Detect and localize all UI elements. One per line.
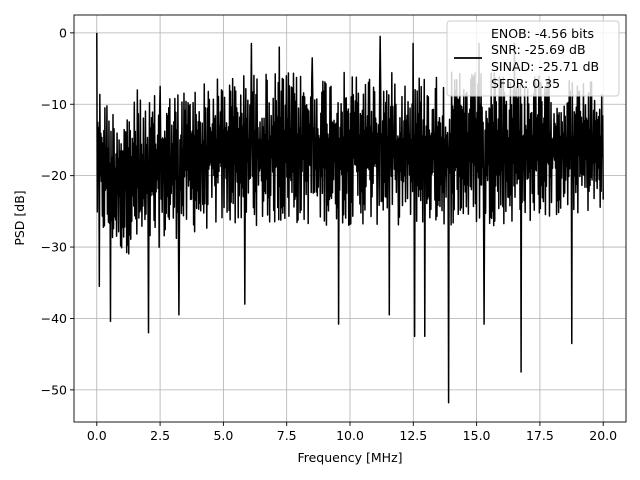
x-tick-label: 15.0 [463, 428, 491, 443]
y-tick-label: −50 [41, 382, 67, 397]
x-tick-label: 12.5 [399, 428, 427, 443]
legend-snr: SNR: -25.69 dB [491, 42, 586, 57]
y-tick-label: 0 [59, 25, 67, 40]
x-tick-label: 5.0 [213, 428, 233, 443]
x-tick-label: 7.5 [277, 428, 297, 443]
y-axis-label: PSD [dB] [12, 190, 27, 245]
x-axis-label: Frequency [MHz] [297, 450, 402, 465]
legend-enob: ENOB: -4.56 bits [491, 26, 594, 41]
series-layer [96, 32, 604, 404]
y-tick-label: −10 [41, 97, 67, 112]
x-tick-label: 10.0 [336, 428, 364, 443]
y-tick-label: −40 [41, 311, 67, 326]
y-tick-label: −20 [41, 168, 67, 183]
axis-ticks: 0.0 2.5 5.0 7.5 10.0 12.5 15.0 17.5 20.0 0 −10 −20 −… [41, 25, 618, 443]
x-tick-label: 17.5 [526, 428, 554, 443]
legend-box [446, 20, 620, 97]
x-tick-label: 20.0 [589, 428, 617, 443]
psd-series-line [96, 32, 604, 404]
legend-sfdr: SFDR: 0.35 [491, 76, 560, 91]
y-tick-label: −30 [41, 240, 67, 255]
x-tick-label: 2.5 [150, 428, 170, 443]
x-tick-label: 0.0 [87, 428, 107, 443]
legend-sinad: SINAD: -25.71 dB [491, 59, 599, 74]
legend: ENOB: -4.56 bits SNR: -25.69 dB SINAD: -… [446, 20, 620, 97]
